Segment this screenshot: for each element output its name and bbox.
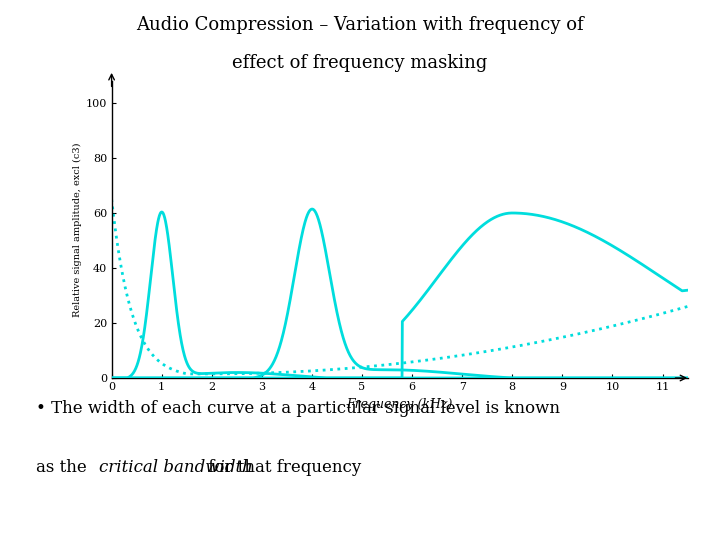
X-axis label: Frequency (kHz): Frequency (kHz) (346, 398, 453, 411)
Y-axis label: Relative signal amplitude, excl (c3): Relative signal amplitude, excl (c3) (73, 142, 82, 317)
Text: as the: as the (36, 459, 92, 476)
Text: critical bandwidth: critical bandwidth (99, 459, 253, 476)
Text: • The width of each curve at a particular signal level is known: • The width of each curve at a particula… (36, 400, 560, 416)
Text: for that frequency: for that frequency (203, 459, 361, 476)
Text: Audio Compression – Variation with frequency of: Audio Compression – Variation with frequ… (136, 16, 584, 34)
Text: effect of frequency masking: effect of frequency masking (233, 54, 487, 72)
